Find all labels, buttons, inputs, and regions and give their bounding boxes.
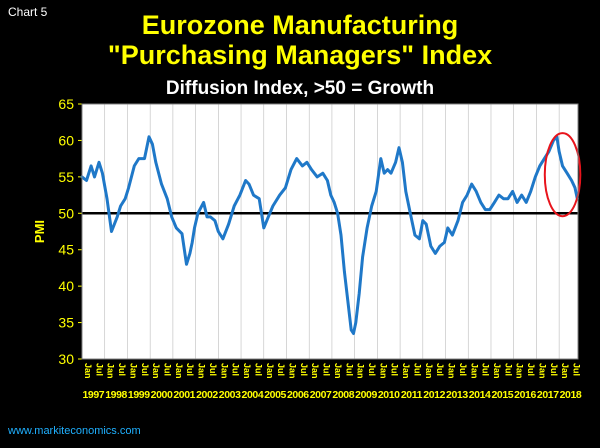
x-month-label: Jan [265, 363, 275, 379]
x-month-label: Jul [140, 363, 150, 376]
x-month-label: Jan [492, 363, 502, 379]
chart-title-line1: Eurozone Manufacturing [141, 10, 459, 40]
x-year-label: 2010 [378, 389, 400, 401]
x-year-label: 2000 [151, 389, 173, 401]
y-tick-label: 50 [58, 205, 74, 221]
x-month-label: Jul [481, 363, 491, 376]
pmi-series-line [80, 135, 579, 335]
x-year-label: 1998 [105, 389, 127, 401]
x-month-label: Jan [515, 363, 525, 379]
x-month-label: Jul [390, 363, 400, 376]
x-year-label: 2002 [196, 389, 218, 401]
x-month-label: Jan [83, 363, 93, 379]
x-month-label: Jul [458, 363, 468, 376]
y-tick-label: 65 [58, 96, 74, 112]
x-month-label: Jul [185, 363, 195, 376]
x-year-label: 2015 [491, 389, 513, 401]
x-year-label: 2009 [355, 389, 377, 401]
x-year-label: 2017 [537, 389, 559, 401]
x-month-label: Jul [572, 363, 582, 376]
y-tick-label: 30 [58, 351, 74, 367]
x-month-label: Jul [549, 363, 559, 376]
x-month-label: Jan [287, 363, 297, 379]
x-month-label: Jul [526, 363, 536, 376]
y-tick-label: 35 [58, 315, 74, 331]
x-month-label: Jan [356, 363, 366, 379]
x-year-label: 2012 [423, 389, 445, 401]
x-year-label: 2014 [469, 389, 491, 401]
x-year-label: 2013 [446, 389, 468, 401]
x-year-label: 2007 [310, 389, 332, 401]
x-month-label: Jan [128, 363, 138, 379]
x-year-label: 2006 [287, 389, 309, 401]
x-month-label: Jul [299, 363, 309, 376]
x-month-label: Jul [231, 363, 241, 376]
x-year-label: 2008 [332, 389, 354, 401]
x-month-label: Jan [378, 363, 388, 379]
x-year-label: 2003 [219, 389, 241, 401]
x-month-label: Jan [447, 363, 457, 379]
y-tick-label: 60 [58, 132, 74, 148]
x-month-label: Jul [367, 363, 377, 376]
chart-subtitle: Diffusion Index, >50 = Growth [165, 78, 435, 99]
y-tick-label: 45 [58, 242, 74, 258]
x-month-label: Jan [333, 363, 343, 379]
x-month-label: Jul [253, 363, 263, 376]
x-month-label: Jan [174, 363, 184, 379]
x-month-label: Jan [424, 363, 434, 379]
x-year-label: 2005 [264, 389, 286, 401]
x-month-label: Jan [219, 363, 229, 379]
chart-number-label: Chart 5 [8, 5, 48, 19]
x-month-label: Jan [560, 363, 570, 379]
chart-title-line2: "Purchasing Managers" Index [107, 40, 493, 70]
x-month-label: Jan [401, 363, 411, 379]
y-tick-label: 55 [58, 169, 74, 185]
x-month-label: Jan [310, 363, 320, 379]
x-month-label: Jan [106, 363, 116, 379]
x-month-label: Jul [163, 363, 173, 376]
x-month-label: Jul [117, 363, 127, 376]
x-year-label: 1999 [128, 389, 150, 401]
x-month-label: Jan [197, 363, 207, 379]
x-year-label: 2004 [242, 389, 264, 401]
x-month-label: Jul [412, 363, 422, 376]
plot-border [81, 103, 579, 360]
x-month-label: Jan [469, 363, 479, 379]
plot-area [82, 104, 578, 359]
x-month-label: Jul [503, 363, 513, 376]
x-month-label: Jan [537, 363, 547, 379]
x-month-label: Jan [242, 363, 252, 379]
highlight-ellipse [543, 132, 582, 218]
x-month-label: Jul [208, 363, 218, 376]
x-month-label: Jul [322, 363, 332, 376]
x-month-label: Jul [94, 363, 104, 376]
y-tick-label: 40 [58, 278, 74, 294]
source-url: www.markiteconomics.com [8, 425, 141, 437]
y-axis-title: PMI [32, 220, 47, 243]
x-year-label: 2016 [514, 389, 536, 401]
x-year-label: 2001 [173, 389, 195, 401]
x-year-label: 1997 [82, 389, 104, 401]
x-month-label: Jan [151, 363, 161, 379]
x-year-label: 2018 [560, 389, 582, 401]
x-year-label: 2011 [401, 389, 423, 401]
x-month-label: Jul [344, 363, 354, 376]
x-month-label: Jul [276, 363, 286, 376]
x-month-label: Jul [435, 363, 445, 376]
